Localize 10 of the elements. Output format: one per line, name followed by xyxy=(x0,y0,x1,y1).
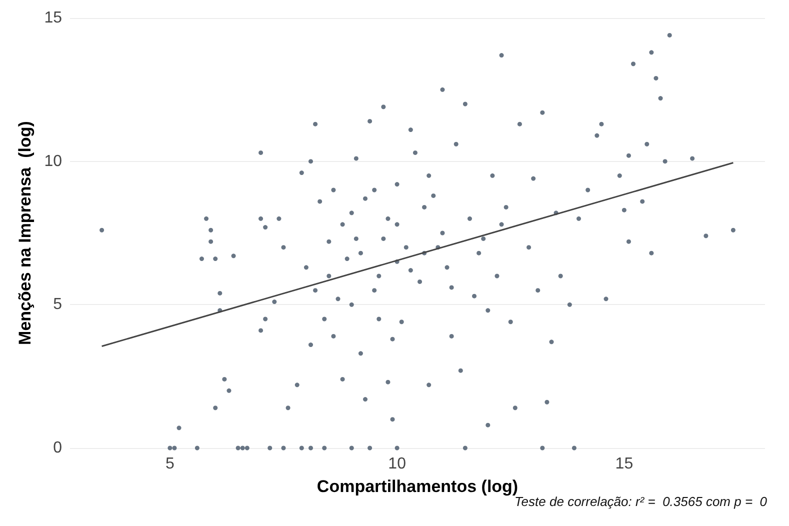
x-tick-label: 10 xyxy=(388,456,406,472)
y-tick-label: 5 xyxy=(53,296,62,314)
y-tick-label: 0 xyxy=(53,440,62,456)
y-tick-label: 15 xyxy=(44,10,62,26)
x-axis-title: Compartilhamentos (log) xyxy=(316,477,518,496)
y-axis-title: Menções na Imprensa (log) xyxy=(15,121,34,345)
x-tick-label: 15 xyxy=(615,456,634,472)
y-tick-label: 10 xyxy=(44,152,62,170)
x-tick-label: 5 xyxy=(165,456,174,472)
text: Teste de correlação: r² = 0.3565 com p = 0 xyxy=(514,494,768,509)
